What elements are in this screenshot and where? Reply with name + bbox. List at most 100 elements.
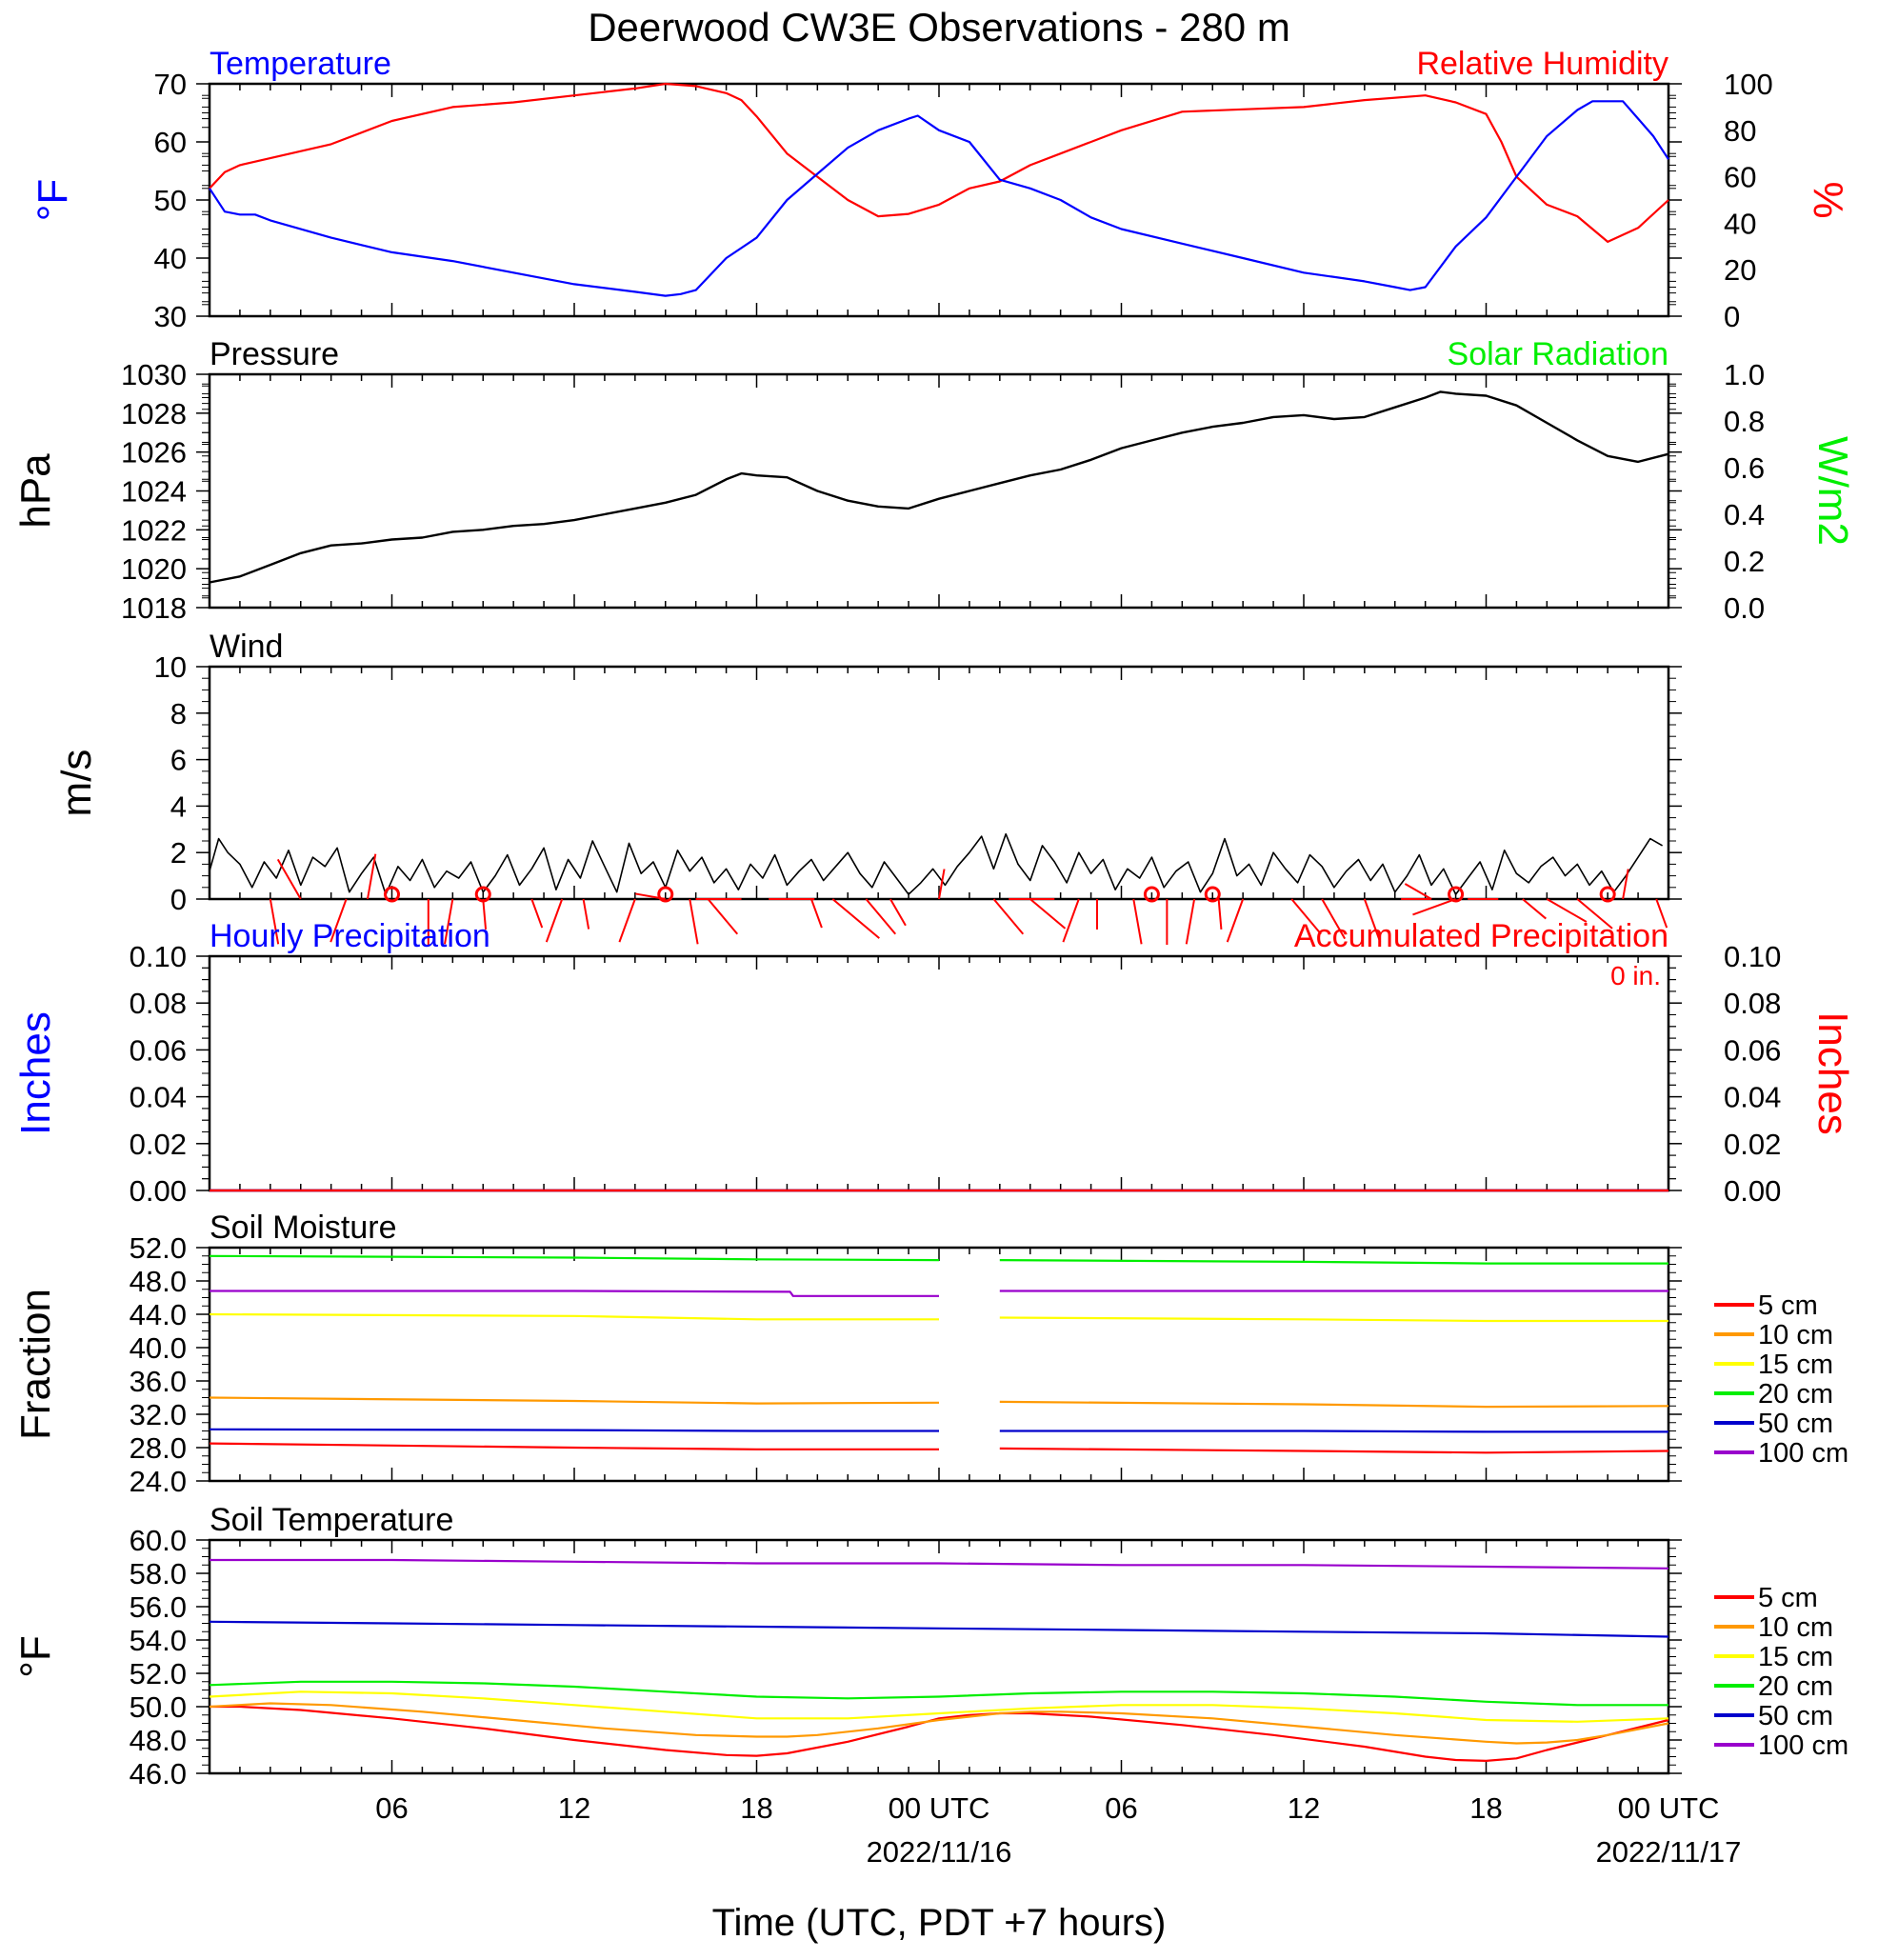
soil-moisture-line [999, 1400, 1669, 1409]
wind-barb [1576, 898, 1613, 930]
legend-label: 50 cm [1758, 1701, 1833, 1731]
legend-label: 20 cm [1758, 1379, 1833, 1410]
wind-barb [1546, 898, 1588, 923]
accumulated-total: 0 in. [1610, 961, 1661, 990]
y-tick-label: 60.0 [130, 1524, 187, 1557]
legend-label: 5 cm [1758, 1290, 1818, 1321]
wind-barb [530, 898, 544, 929]
x-date-label: 2022/11/17 [1596, 1835, 1742, 1869]
wind-barb [831, 898, 880, 939]
y-tick-label: 70 [154, 68, 187, 101]
wind-barb [1363, 898, 1382, 943]
y-tick-label: 1022 [121, 513, 187, 547]
calm-wind-circle [1599, 886, 1616, 903]
y-tick-label: 48.0 [130, 1265, 187, 1298]
y-tick-label: 8 [170, 697, 187, 730]
soil-temperature-line [209, 1690, 1669, 1723]
legend-label: 10 cm [1758, 1612, 1833, 1643]
soil-moisture-axis-label: Fraction [12, 1289, 59, 1440]
y-tick-label: 1020 [121, 552, 187, 586]
y-tick-label: 44.0 [130, 1298, 187, 1331]
legend-label: 100 cm [1758, 1438, 1848, 1469]
calm-wind-circle [1204, 886, 1221, 903]
wind-barb [1185, 898, 1196, 945]
wind-barb [1522, 898, 1547, 920]
x-tick-label: 06 [1105, 1791, 1137, 1825]
y-tick-label: 0.06 [130, 1033, 187, 1067]
y-tick-label-right: 0.00 [1724, 1174, 1781, 1208]
legend-label: 100 cm [1758, 1730, 1848, 1761]
y-tick-label: 4 [170, 790, 187, 823]
calm-wind-circle [1448, 886, 1465, 903]
y-tick-label: 40 [154, 242, 187, 275]
wind-axis-label: m/s [53, 750, 100, 817]
y-tick-label: 1028 [121, 397, 187, 430]
y-tick-label: 50.0 [130, 1690, 187, 1724]
y-tick-label-right: 20 [1724, 253, 1756, 287]
wind-barb [938, 869, 946, 900]
figure-title: Deerwood CW3E Observations - 280 m [588, 5, 1290, 50]
wind-barb [1217, 898, 1223, 930]
legend-label: 50 cm [1758, 1409, 1833, 1439]
y-tick-label-right: 0.2 [1724, 545, 1765, 578]
y-tick-label-right: 0.04 [1724, 1081, 1781, 1114]
y-tick-label-right: 0.4 [1724, 498, 1765, 531]
humidity-axis-label: % [1805, 181, 1851, 218]
x-tick-label: 00 UTC [889, 1791, 990, 1825]
soil-moisture-line [209, 1442, 939, 1450]
accum-precip-axis-label: Inches [1809, 1011, 1856, 1135]
solar-radiation-title: Solar Radiation [1448, 336, 1668, 372]
y-tick-label: 52.0 [130, 1657, 187, 1690]
soil-temperature-title: Soil Temperature [210, 1502, 453, 1538]
wind-barb [1290, 898, 1322, 935]
y-tick-label: 52.0 [130, 1231, 187, 1265]
pressure-title: Pressure [210, 336, 339, 372]
soil-moisture-line [209, 1396, 940, 1405]
soil-moisture-line [210, 1290, 939, 1297]
wind-barb [810, 898, 823, 929]
y-tick-label: 1026 [121, 436, 187, 470]
y-tick-label-right: 1.0 [1724, 358, 1765, 391]
legend-label: 15 cm [1758, 1350, 1833, 1380]
wind-barb [582, 898, 590, 930]
y-tick-label-right: 0.6 [1724, 451, 1765, 485]
y-tick-label: 46.0 [130, 1757, 187, 1790]
y-tick-label: 0.04 [130, 1081, 187, 1114]
hourly-precip-title: Hourly Precipitation [210, 918, 490, 954]
soil-temperature-line [210, 1558, 1669, 1570]
hourly-precip-axis-label: Inches [12, 1011, 59, 1135]
y-tick-label: 1024 [121, 475, 187, 509]
y-tick-label: 2 [170, 836, 187, 870]
wind-barb [444, 898, 454, 945]
wind-barb [992, 898, 1025, 935]
y-tick-label: 50 [154, 184, 187, 217]
accumulated-precip-title: Accumulated Precipitation [1294, 918, 1668, 954]
pressure-axis-label: hPa [12, 453, 59, 529]
soil-moisture-line [999, 1430, 1668, 1433]
y-tick-label: 60 [154, 126, 187, 159]
wind-barb [545, 898, 564, 943]
x-tick-label: 12 [1288, 1791, 1320, 1825]
wind-barb [689, 898, 699, 945]
y-tick-label-right: 0.08 [1724, 987, 1781, 1020]
y-tick-label-right: 0.02 [1724, 1128, 1781, 1161]
y-tick-label-right: 0 [1724, 300, 1740, 333]
x-date-label: 2022/11/16 [867, 1835, 1012, 1869]
wind-barb [1029, 898, 1067, 930]
soil-moisture-line [999, 1316, 1668, 1323]
soil-temperature-line [209, 1620, 1669, 1638]
x-tick-label: 18 [740, 1791, 772, 1825]
y-tick-label: 24.0 [130, 1465, 187, 1498]
calm-wind-circle [384, 886, 400, 903]
y-tick-label: 0.08 [130, 987, 187, 1020]
y-tick-label-right: 100 [1724, 68, 1773, 101]
temperature-line [209, 100, 1669, 297]
wind-barb [707, 898, 739, 935]
humidity-line [209, 82, 1669, 243]
y-tick-label-right: 0.06 [1724, 1033, 1781, 1067]
soil-moisture-title: Soil Moisture [210, 1210, 397, 1246]
x-tick-label: 06 [375, 1791, 408, 1825]
y-tick-label: 6 [170, 744, 187, 777]
